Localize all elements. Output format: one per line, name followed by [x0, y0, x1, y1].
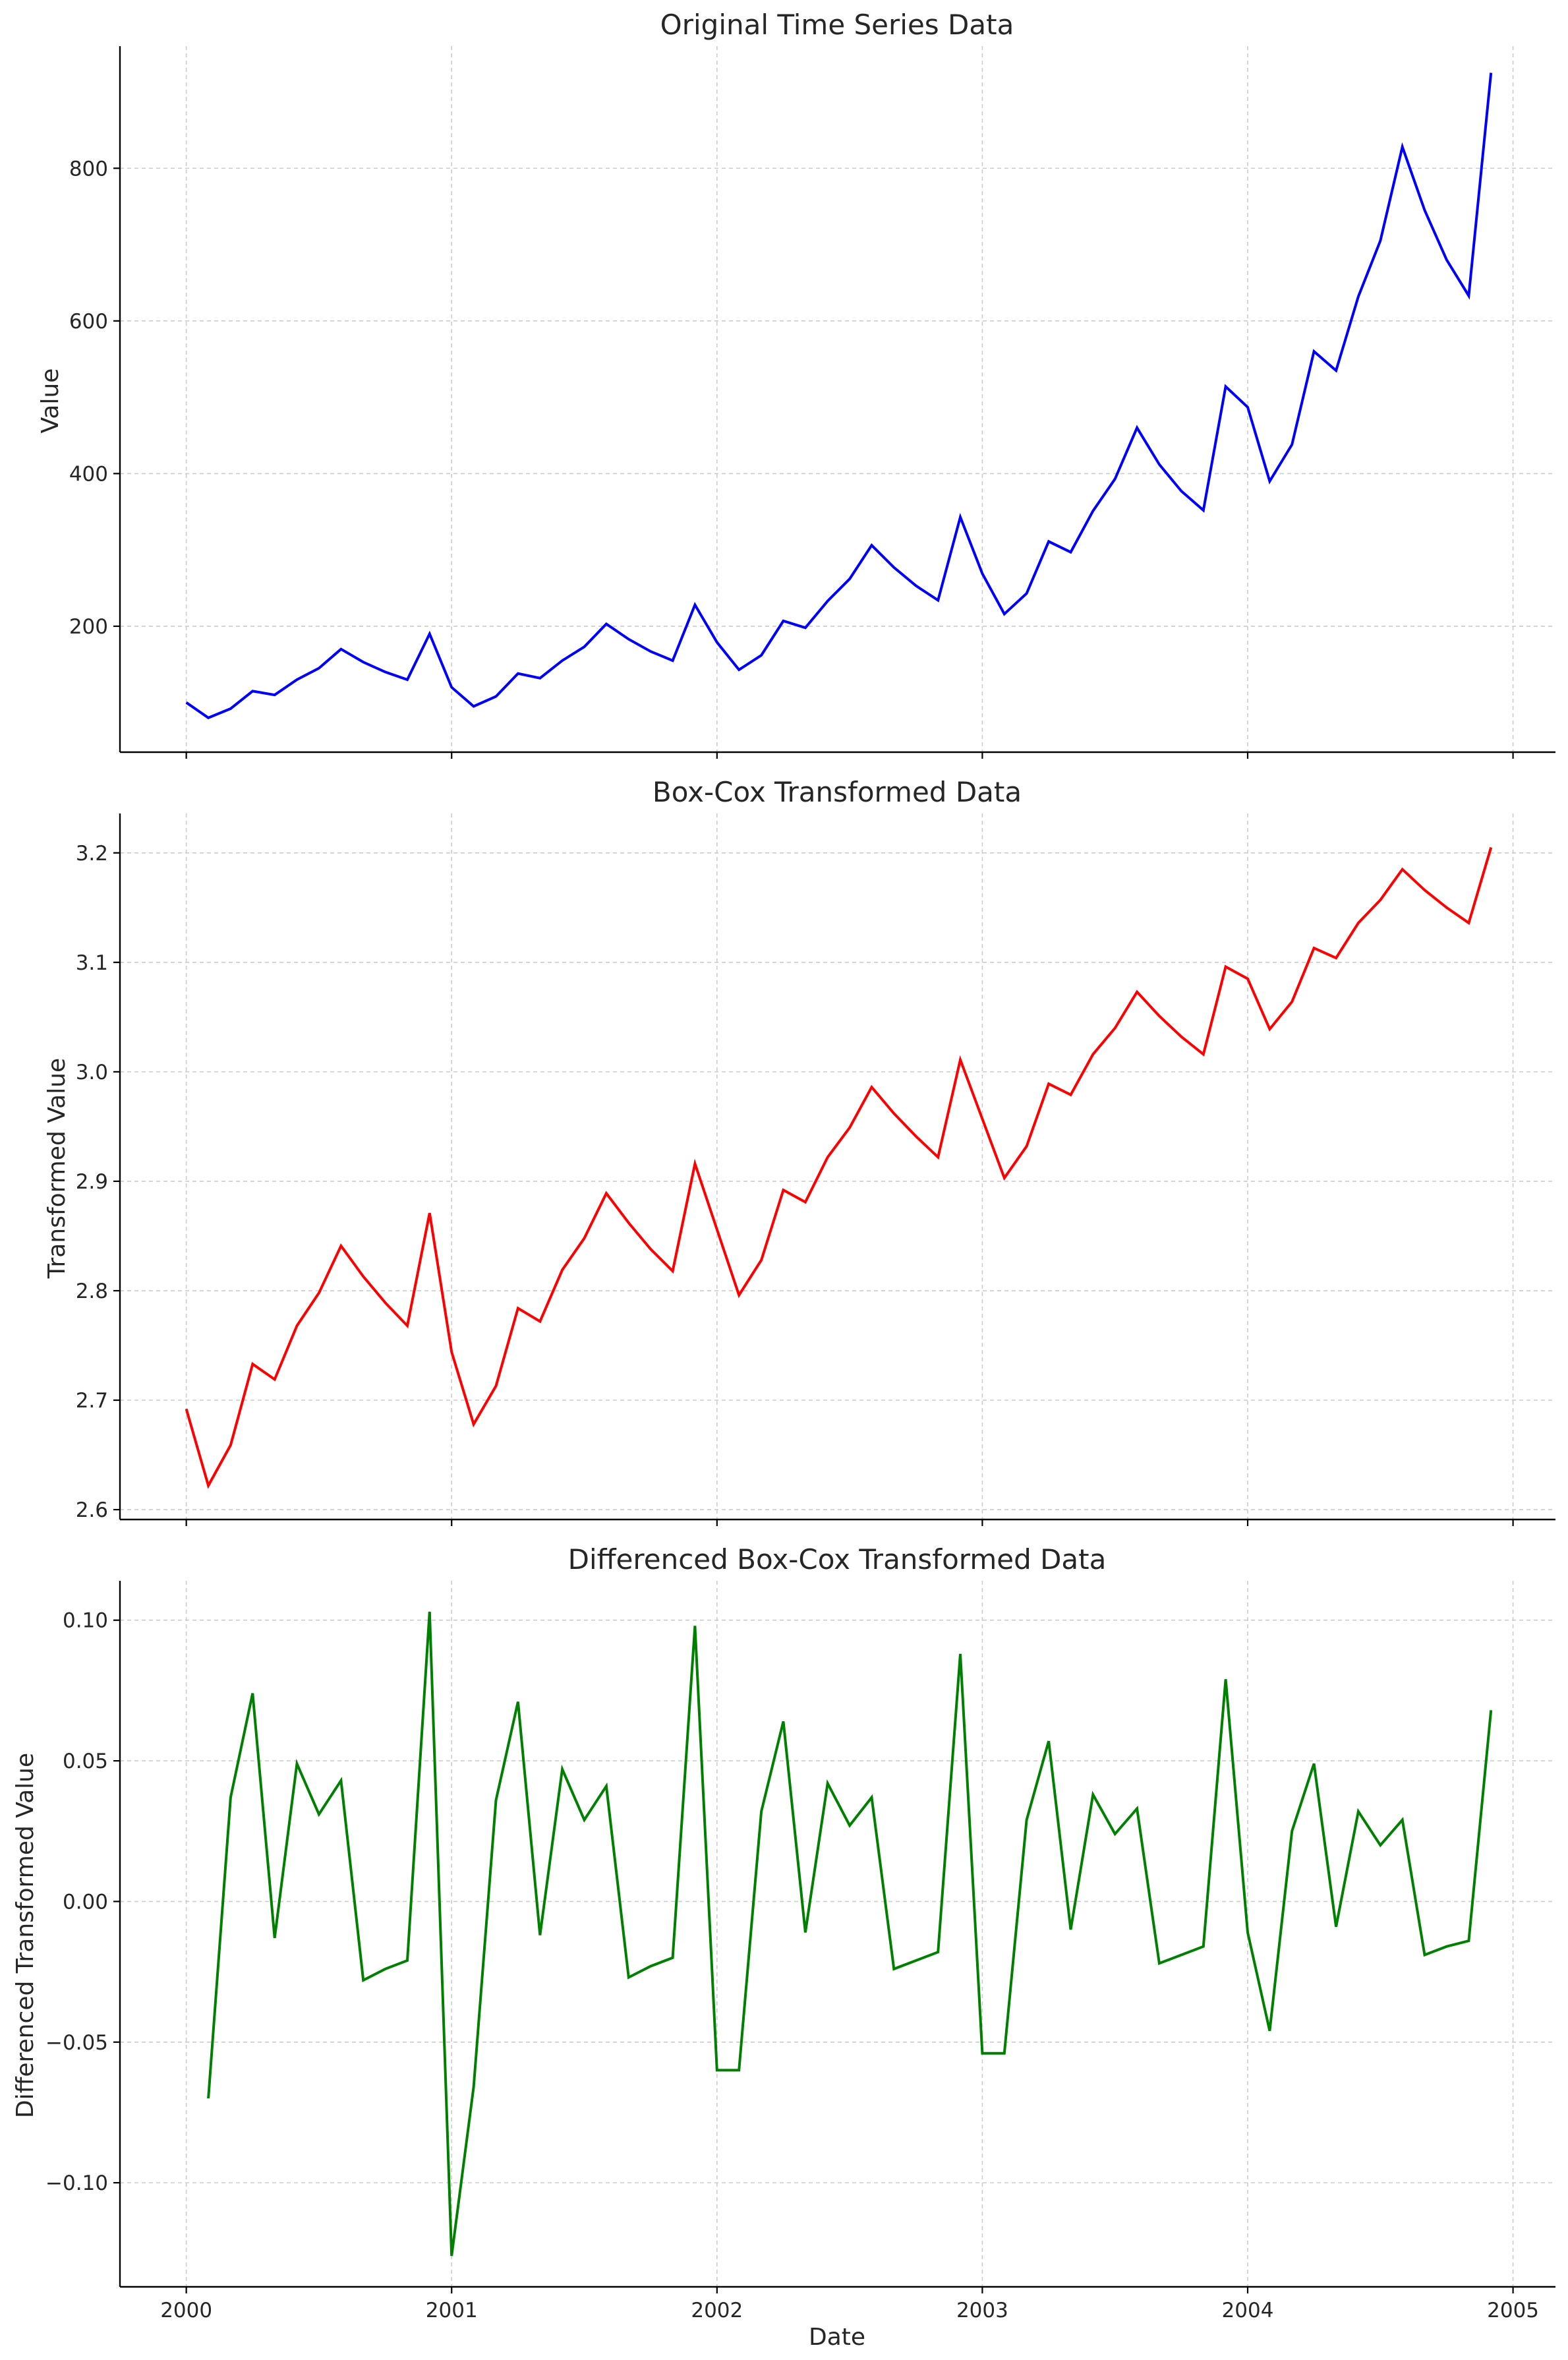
x-tick-label: 2003	[956, 2299, 1008, 2322]
x-tick-label: 2001	[426, 2299, 478, 2322]
y-tick-label: 200	[69, 615, 108, 639]
panel-title: Box-Cox Transformed Data	[653, 776, 1022, 808]
y-tick-label: 0.05	[63, 1750, 108, 1773]
y-tick-label: −0.10	[45, 2171, 108, 2195]
panel-differenced: Differenced Box-Cox Transformed Data Dif…	[12, 1543, 1555, 2351]
x-tick-label: 2002	[691, 2299, 743, 2322]
series-line	[207, 1611, 1493, 2257]
y-axis-label: Transformed Value	[44, 1058, 71, 1279]
y-tick-label: 3.0	[76, 1061, 108, 1084]
y-tick-label: 2.8	[76, 1280, 108, 1303]
panel-boxcox: Box-Cox Transformed Data Transformed Val…	[44, 776, 1555, 1526]
y-axis-label: Differenced Transformed Value	[12, 1753, 39, 2118]
y-tick-label: 2.9	[76, 1170, 108, 1194]
y-tick-label: 0.10	[63, 1609, 108, 1633]
y-tick-label: 2.7	[76, 1389, 108, 1413]
y-tick-label: 3.1	[76, 951, 108, 975]
x-tick-label: 2004	[1222, 2299, 1274, 2322]
y-axis-label: Value	[37, 369, 64, 434]
y-tick-label: 600	[69, 310, 108, 334]
panel-original: Original Time Series Data Value 200 400 60…	[37, 9, 1555, 759]
y-tick-label: 0.00	[63, 1890, 108, 1914]
x-tick-label: 2005	[1487, 2299, 1539, 2322]
y-tick-label: 400	[69, 462, 108, 486]
y-tick-label: −0.05	[45, 2031, 108, 2055]
y-tick-label: 800	[69, 157, 108, 181]
y-tick-label: 2.6	[76, 1498, 108, 1522]
x-axis-label: Date	[809, 2324, 865, 2351]
series-line	[185, 73, 1493, 720]
y-tick-label: 3.2	[76, 842, 108, 866]
panel-title: Original Time Series Data	[660, 9, 1014, 41]
panel-title: Differenced Box-Cox Transformed Data	[568, 1543, 1107, 1576]
x-tick-label: 2000	[160, 2299, 212, 2322]
series-line	[185, 846, 1493, 1489]
